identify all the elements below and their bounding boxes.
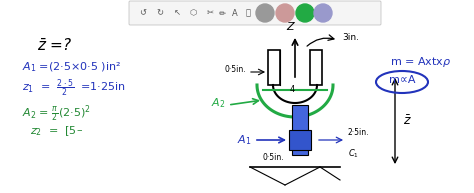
Text: 2·5in.: 2·5in. <box>348 128 370 137</box>
Bar <box>289 130 311 150</box>
Text: $A_2$: $A_2$ <box>210 96 225 110</box>
Circle shape <box>256 4 274 22</box>
Text: $\bar{z}$ =?: $\bar{z}$ =? <box>37 38 73 54</box>
Text: 4: 4 <box>289 85 295 95</box>
Text: 0·5in.: 0·5in. <box>224 65 246 74</box>
Text: $A_1$ =(2·5×0·5 )in²: $A_1$ =(2·5×0·5 )in² <box>22 60 121 74</box>
Text: $z_1$  =  $\frac{2\cdot5}{2}$  =1·25in: $z_1$ = $\frac{2\cdot5}{2}$ =1·25in <box>22 78 126 99</box>
Text: A: A <box>232 8 238 18</box>
Text: ↺: ↺ <box>139 8 146 18</box>
Text: ↻: ↻ <box>156 8 164 18</box>
Text: 0·5in.: 0·5in. <box>263 153 284 163</box>
Circle shape <box>314 4 332 22</box>
Text: $z_2$  =  $[$5–: $z_2$ = $[$5– <box>30 124 83 138</box>
Text: $C_1$: $C_1$ <box>348 147 359 159</box>
Text: ⬜: ⬜ <box>246 8 250 18</box>
Circle shape <box>296 4 314 22</box>
Text: m∝A: m∝A <box>389 75 415 85</box>
Text: $A_1$: $A_1$ <box>237 133 251 147</box>
Text: ↖: ↖ <box>173 8 181 18</box>
Text: $A_2$ = $\frac{\pi}{2}$(2·5)$^2$: $A_2$ = $\frac{\pi}{2}$(2·5)$^2$ <box>22 103 91 124</box>
FancyBboxPatch shape <box>129 1 381 25</box>
Bar <box>292 105 308 155</box>
Text: m = Axtx$\rho$: m = Axtx$\rho$ <box>390 55 451 69</box>
Text: ✏: ✏ <box>219 8 226 18</box>
Text: $\bar{z}$: $\bar{z}$ <box>403 114 412 128</box>
Circle shape <box>276 4 294 22</box>
Text: Z: Z <box>286 22 294 32</box>
Text: 3in.: 3in. <box>342 34 359 42</box>
Bar <box>268 50 280 85</box>
Text: ⬡: ⬡ <box>189 8 197 18</box>
Text: ✂: ✂ <box>207 8 213 18</box>
Bar <box>310 50 322 85</box>
